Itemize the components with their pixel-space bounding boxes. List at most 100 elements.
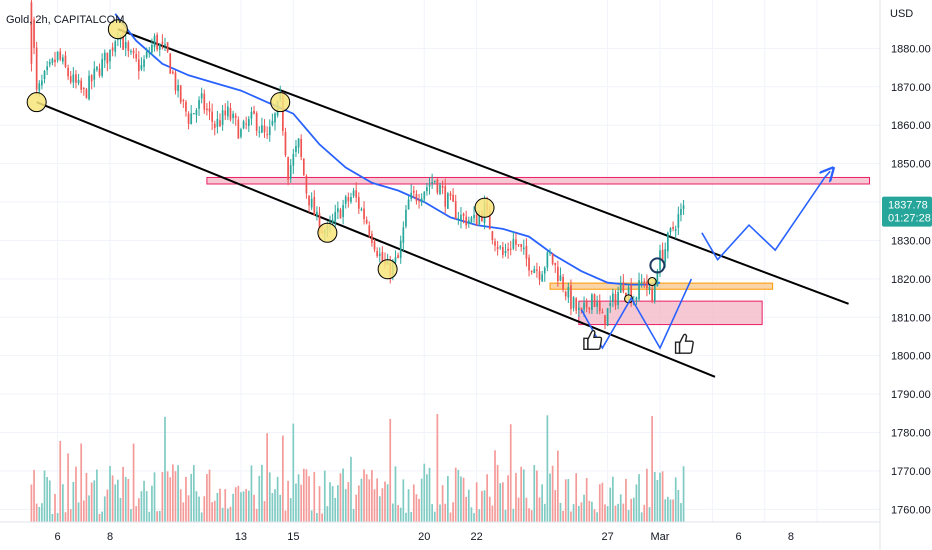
candle-body xyxy=(41,80,43,86)
candle-body xyxy=(263,125,266,133)
volume-bar xyxy=(337,485,339,522)
volume-bar xyxy=(606,506,609,522)
volume-bar xyxy=(145,491,148,522)
candle-body xyxy=(258,131,261,133)
candle-body xyxy=(130,51,132,53)
candle-body xyxy=(551,253,554,264)
candle-body xyxy=(232,113,234,119)
candle-body xyxy=(651,288,653,302)
candle-body xyxy=(465,216,468,226)
volume-bar xyxy=(630,498,633,522)
volume-bar xyxy=(72,481,75,522)
volume-bar xyxy=(478,509,481,522)
candle-body xyxy=(583,302,585,310)
volume-bar xyxy=(483,490,486,522)
candle-body xyxy=(127,42,130,51)
touch-circle xyxy=(474,197,495,218)
w-pattern xyxy=(580,278,693,350)
volume-bar xyxy=(114,484,117,522)
volume-bar xyxy=(399,507,402,522)
volume-bar xyxy=(276,476,279,522)
candle-body xyxy=(151,44,153,53)
price-tick-label: 1810.00 xyxy=(891,312,931,324)
candle-body xyxy=(282,95,284,132)
volume-bar xyxy=(363,469,365,522)
volume-bar xyxy=(323,470,326,522)
candle-body xyxy=(106,52,109,64)
candle-body xyxy=(591,294,593,310)
volume-bar xyxy=(504,509,507,522)
candle-body xyxy=(316,211,318,217)
candle-body xyxy=(198,99,200,109)
touch-circle xyxy=(377,259,398,280)
volume-bar xyxy=(371,470,373,522)
volume-bar xyxy=(117,479,119,522)
candle-body xyxy=(494,241,496,246)
volume-bar xyxy=(536,470,538,522)
candle-body xyxy=(680,208,682,216)
volume-bar xyxy=(499,483,502,522)
candle-body xyxy=(460,214,462,220)
volume-bar xyxy=(449,512,452,522)
candle-body xyxy=(187,113,190,124)
candle-body xyxy=(580,307,583,311)
volume-bar xyxy=(177,465,179,522)
candle-body xyxy=(310,198,313,208)
candle-body xyxy=(137,59,140,72)
volume-bar xyxy=(420,478,423,522)
candle-body xyxy=(457,218,460,220)
volume-bar xyxy=(96,469,98,522)
volume-bar xyxy=(38,506,41,522)
candle-body xyxy=(357,197,360,209)
volume-bar xyxy=(441,485,444,522)
volume-bar xyxy=(224,489,227,522)
time-tick-label: 15 xyxy=(287,531,299,543)
volume-bar xyxy=(373,489,376,522)
volume-bar xyxy=(245,489,248,522)
projection-arrow xyxy=(701,171,830,262)
candle-body xyxy=(640,281,643,283)
volume-bar xyxy=(357,485,360,522)
candle-body xyxy=(274,113,276,123)
volume-bar xyxy=(512,508,515,522)
volume-bar xyxy=(271,493,274,522)
volume-bar xyxy=(208,469,211,522)
thumbs-up-icon xyxy=(674,333,694,354)
candle-body xyxy=(470,217,473,223)
volume-bar xyxy=(164,416,166,522)
volume-bar xyxy=(169,477,172,522)
volume-bar xyxy=(674,477,677,522)
volume-bar xyxy=(522,469,525,522)
volume-bar xyxy=(394,466,397,522)
volume-bar xyxy=(103,496,106,522)
price-tick-label: 1820.00 xyxy=(891,274,931,286)
candle-body xyxy=(88,75,90,100)
volume-bar xyxy=(109,466,111,522)
candle-body xyxy=(653,284,656,301)
volume-bar xyxy=(326,506,329,522)
candle-body xyxy=(59,51,62,60)
volume-bar xyxy=(627,509,630,522)
candle-body xyxy=(103,52,106,61)
candle-body xyxy=(266,134,268,136)
volume-bar xyxy=(619,494,622,522)
candle-body xyxy=(635,297,638,301)
candle-body xyxy=(352,190,355,196)
price-tick-label: 1880.00 xyxy=(891,43,931,55)
volume-bar xyxy=(130,509,132,522)
volume-bar xyxy=(473,513,475,522)
volume-bar xyxy=(35,503,38,522)
candle-body xyxy=(195,109,198,115)
price-tick-label: 1760.00 xyxy=(891,504,931,516)
volume-bar xyxy=(331,486,334,522)
volume-bar xyxy=(567,479,570,522)
candle-body xyxy=(525,245,528,259)
volume-bar xyxy=(598,484,601,522)
volume-bar xyxy=(444,503,447,522)
volume-bar xyxy=(263,501,266,522)
volume-bar xyxy=(648,507,651,522)
candle-body xyxy=(334,211,337,222)
candle-body xyxy=(407,199,410,210)
candle-body xyxy=(114,41,117,52)
